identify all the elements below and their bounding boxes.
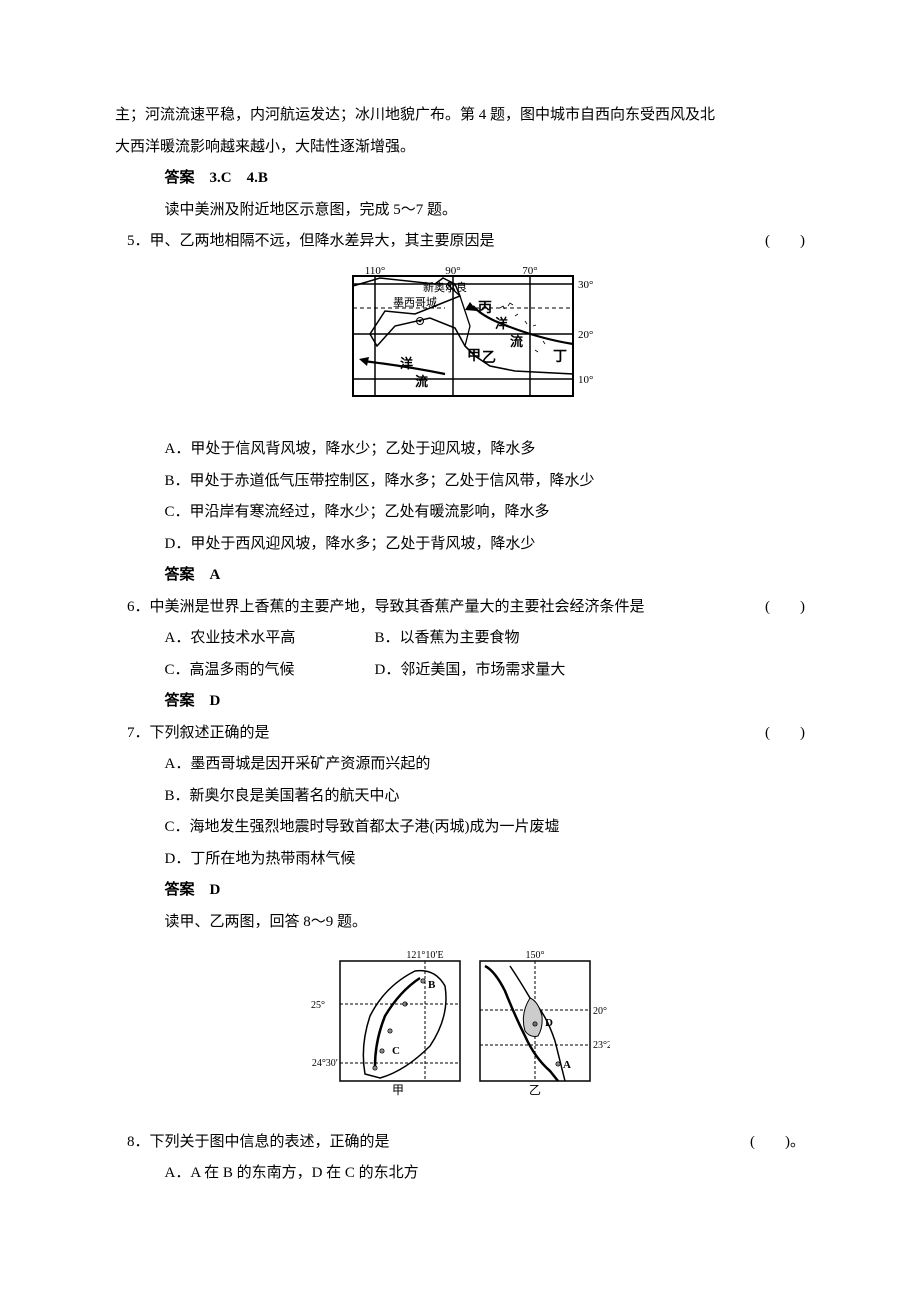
q5-option-d: D．甲处于西风迎风坡，降水多；乙处于背风坡，降水少 bbox=[115, 529, 805, 561]
svg-text:23°26′: 23°26′ bbox=[593, 1040, 610, 1051]
svg-text:D: D bbox=[545, 1017, 553, 1029]
reading-instruction-5-7: 读中美洲及附近地区示意图，完成 5～7 题。 bbox=[115, 195, 805, 227]
question-7: 7．下列叙述正确的是 ( ) bbox=[115, 718, 805, 750]
question-8: 8．下列关于图中信息的表述，正确的是 ( )。 bbox=[115, 1127, 805, 1159]
svg-text:24°30′: 24°30′ bbox=[312, 1058, 338, 1069]
svg-text:墨西哥城: 墨西哥城 bbox=[393, 296, 437, 309]
q6-options-row2: C．高温多雨的气候D．邻近美国，市场需求量大 bbox=[115, 655, 805, 687]
q5-option-c: C．甲沿岸有寒流经过，降水少；乙处有暖流影响，降水多 bbox=[115, 497, 805, 529]
svg-text:25°: 25° bbox=[311, 1000, 325, 1011]
svg-text:甲: 甲 bbox=[392, 1083, 404, 1097]
reading-instruction-8-9: 读甲、乙两图，回答 8～9 题。 bbox=[115, 907, 805, 939]
svg-text:丁: 丁 bbox=[553, 350, 567, 365]
svg-text:10°: 10° bbox=[578, 374, 593, 386]
svg-text:150°: 150° bbox=[526, 950, 545, 961]
svg-text:洋: 洋 bbox=[495, 316, 508, 331]
svg-text:甲: 甲 bbox=[467, 348, 481, 364]
svg-text:121°10′E: 121°10′E bbox=[406, 950, 443, 961]
q7-option-b: B．新奥尔良是美国著名的航天中心 bbox=[115, 781, 805, 813]
map-jia-yi: 121°10′E 25° 24°30′ B C 甲 150° 20° 23°26… bbox=[115, 946, 805, 1119]
svg-text:20°: 20° bbox=[593, 1006, 607, 1017]
map-central-america: 110° 90° 70° 30° 20° 10° 新奥尔良 墨西哥城 洋 流 洋… bbox=[115, 266, 805, 427]
svg-text:90°: 90° bbox=[445, 266, 460, 277]
answer-5: 答案 A bbox=[115, 560, 805, 592]
svg-text:乙: 乙 bbox=[482, 350, 496, 366]
svg-text:20°: 20° bbox=[578, 329, 593, 341]
q5-option-b: B．甲处于赤道低气压带控制区，降水多；乙处于信风带，降水少 bbox=[115, 466, 805, 498]
question-5: 5．甲、乙两地相隔不远，但降水差异大，其主要原因是 ( ) bbox=[115, 226, 805, 258]
answer-6: 答案 D bbox=[115, 686, 805, 718]
svg-text:B: B bbox=[428, 979, 436, 991]
q6-options-row1: A．农业技术水平高B．以香蕉为主要食物 bbox=[115, 623, 805, 655]
svg-text:流: 流 bbox=[510, 334, 523, 349]
answer-7: 答案 D bbox=[115, 875, 805, 907]
q5-option-a: A．甲处于信风背风坡，降水少；乙处于迎风坡，降水多 bbox=[115, 434, 805, 466]
svg-text:乙: 乙 bbox=[529, 1083, 541, 1097]
svg-text:110°: 110° bbox=[365, 266, 386, 277]
svg-text:新奥尔良: 新奥尔良 bbox=[423, 280, 467, 294]
svg-text:30°: 30° bbox=[578, 279, 593, 291]
intro-text-line2: 大西洋暖流影响越来越小，大陆性逐渐增强。 bbox=[115, 132, 805, 164]
svg-text:洋: 洋 bbox=[400, 356, 413, 371]
svg-text:流: 流 bbox=[415, 374, 428, 389]
svg-text:A: A bbox=[563, 1059, 571, 1071]
answer-3-4: 答案 3.C 4.B bbox=[115, 163, 805, 195]
svg-text:C: C bbox=[392, 1045, 400, 1057]
q7-option-a: A．墨西哥城是因开采矿产资源而兴起的 bbox=[115, 749, 805, 781]
q7-option-d: D．丁所在地为热带雨林气候 bbox=[115, 844, 805, 876]
q7-option-c: C．海地发生强烈地震时导致首都太子港(丙城)成为一片废墟 bbox=[115, 812, 805, 844]
question-6: 6．中美洲是世界上香蕉的主要产地，导致其香蕉产量大的主要社会经济条件是 ( ) bbox=[115, 592, 805, 624]
svg-text:70°: 70° bbox=[522, 266, 537, 277]
intro-text-line1: 主；河流流速平稳，内河航运发达；冰川地貌广布。第 4 题，图中城市自西向东受西风… bbox=[115, 100, 805, 132]
q8-option-a: A．A 在 B 的东南方，D 在 C 的东北方 bbox=[115, 1158, 805, 1190]
